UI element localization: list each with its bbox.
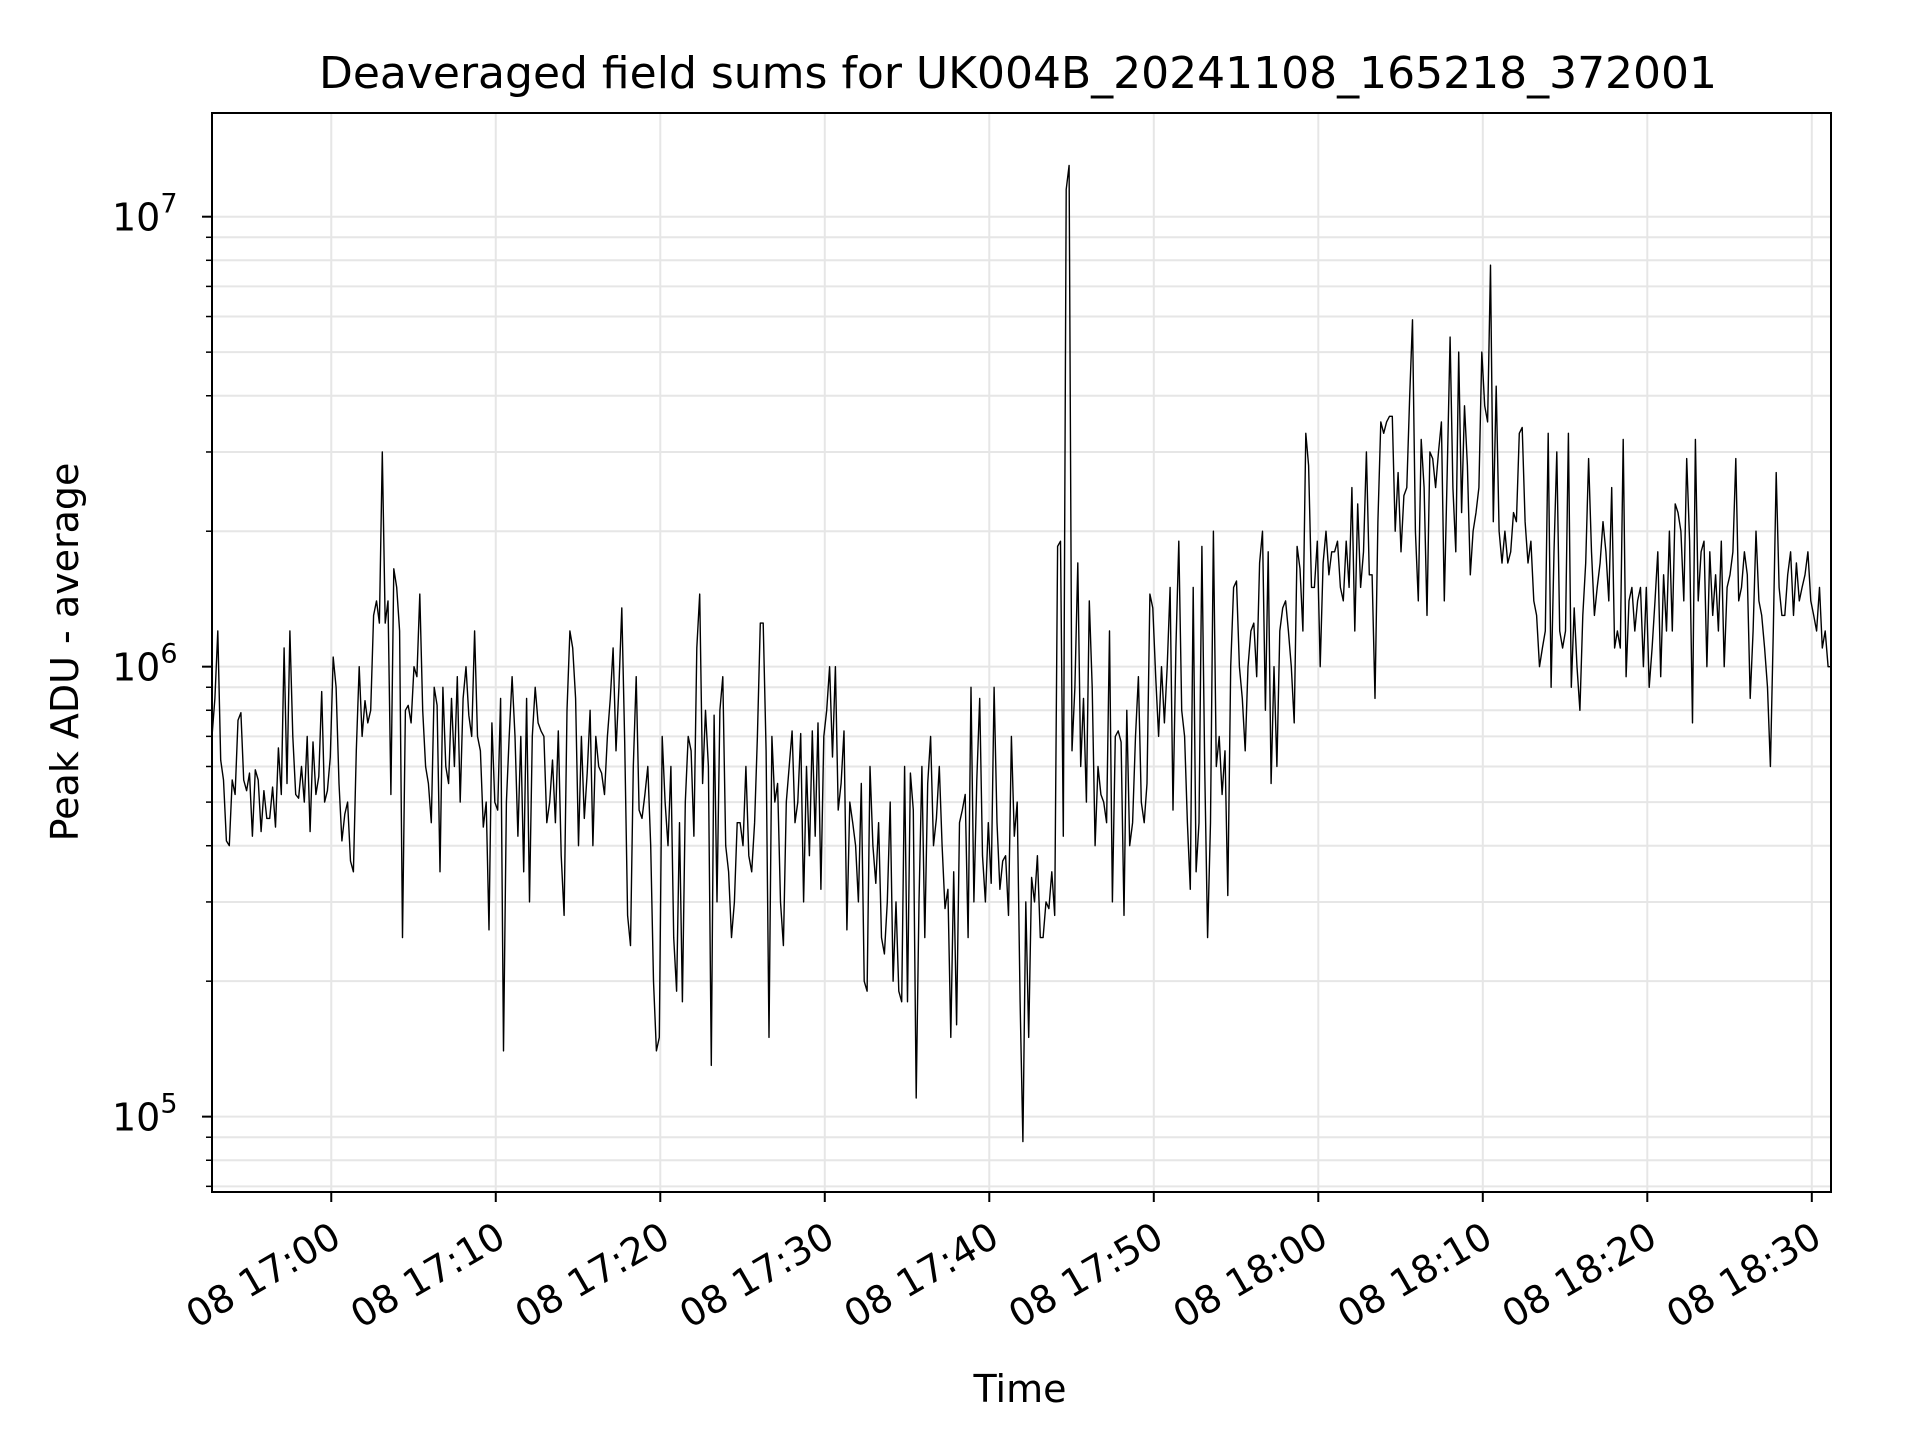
- y-tick-label: 105: [112, 1089, 178, 1140]
- grid: [212, 113, 1831, 1192]
- plot-frame: [211, 112, 1832, 1193]
- x-axis-label: Time: [973, 1367, 1067, 1411]
- chart-title: Deaveraged field sums for UK004B_2024110…: [319, 48, 1717, 99]
- y-axis: 105 106 107: [112, 189, 212, 1188]
- y-tick-label: 107: [112, 189, 178, 240]
- y-axis-label: Peak ADU - average: [43, 463, 87, 842]
- y-tick-label: 106: [112, 639, 178, 690]
- series-line: [211, 164, 1831, 1143]
